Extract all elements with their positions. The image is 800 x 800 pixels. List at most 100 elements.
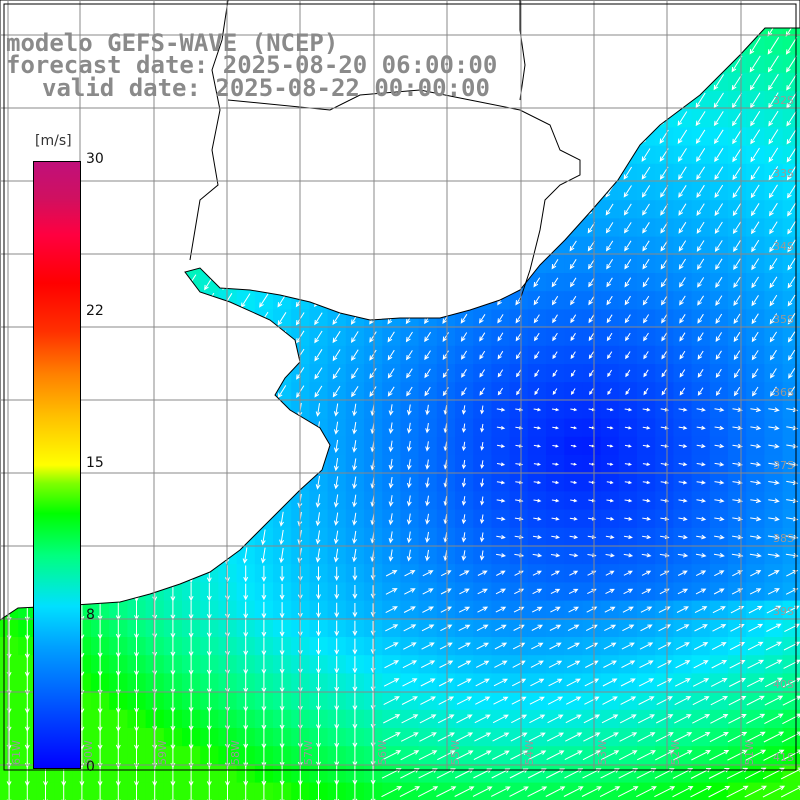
wind-arrow [678,240,687,252]
wind-arrow [678,480,688,485]
wind-arrow [565,732,583,742]
wind-arrow [696,407,706,412]
wind-arrow [425,441,430,452]
wind-arrow [582,750,601,761]
wind-arrow [786,569,799,577]
wind-arrow [750,570,762,577]
wind-arrow [636,786,657,798]
colorbar-unit: [m/s] [35,133,72,149]
wind-arrow [316,620,321,637]
wind-arrow [352,674,358,693]
wind-arrow [496,516,506,521]
wind-arrow [314,385,323,398]
wind-arrow [479,332,486,342]
wind-arrow [655,732,674,742]
wind-arrow [315,530,321,545]
wind-arrow [425,459,430,470]
land-mass [0,0,800,621]
wind-arrow [752,386,759,397]
wind-arrow [607,369,613,378]
wind-arrow [476,624,489,632]
wind-arrow [570,408,578,412]
wind-arrow [459,588,470,595]
wind-arrow [733,295,741,307]
wind-arrow [768,498,780,504]
wind-arrow [787,202,797,217]
wind-arrow [678,258,687,270]
wind-arrow [661,295,668,306]
wind-arrow [495,624,507,631]
wind-arrow [623,203,632,216]
wind-arrow [552,332,558,342]
wind-arrow [715,295,723,306]
wind-arrow [401,696,418,705]
wind-arrow [744,785,767,798]
wind-arrow [439,642,453,650]
wind-arrow [496,480,506,485]
wind-arrow [764,677,783,688]
wind-arrow [334,638,340,655]
wind-arrow [456,714,473,724]
wind-arrow [515,332,522,342]
wind-arrow [749,552,762,558]
wind-arrow [751,239,760,253]
wind-arrow [788,368,796,379]
wind-arrow [748,605,763,614]
wind-arrow [570,332,576,342]
wind-arrow [623,166,633,180]
wind-arrow [679,350,686,360]
wind-arrow [351,386,359,398]
wind-arrow [460,313,468,324]
wind-arrow [421,624,435,632]
wind-arrow [751,350,759,361]
wind-arrow [696,425,706,430]
wind-arrow [678,516,688,521]
wind-arrow [461,423,467,433]
wind-arrow [546,750,565,761]
wind-arrow [440,624,453,632]
wind-arrow [768,516,780,522]
wind-arrow [602,678,618,687]
wind-arrow [750,203,760,217]
wind-arrow [710,713,729,724]
wind-arrow [679,387,686,396]
wind-arrow [712,606,726,614]
wind-arrow [569,516,578,521]
wind-arrow [511,714,528,724]
wind-arrow [425,531,430,544]
wind-arrow [751,295,759,307]
wind-arrow [678,203,687,216]
wind-arrow [479,369,486,378]
wind-arrow [769,239,778,253]
wind-arrow [406,531,412,544]
wind-arrow [606,462,614,466]
wind-arrow [787,257,796,271]
wind-arrow [458,624,471,632]
wind-arrow [479,550,485,561]
longitude-label: 52W [669,740,682,765]
wind-arrow [422,588,434,595]
wind-arrow [492,732,510,742]
wind-arrow [567,642,580,650]
wind-arrow [384,660,400,669]
wind-arrow [424,331,432,343]
wind-arrow [679,369,686,378]
wind-arrow [333,439,339,454]
wind-arrow [405,331,413,343]
wind-arrow [279,655,285,675]
wind-arrow [334,673,340,693]
wind-arrow [714,407,725,412]
wind-arrow [260,547,266,564]
wind-arrow [676,624,690,632]
wind-arrow [693,660,709,669]
wind-arrow [769,386,777,397]
wind-arrow [583,732,601,742]
wind-arrow [259,293,269,308]
wind-arrow [733,331,741,343]
wind-arrow [641,185,651,198]
wind-arrow [733,258,741,271]
wind-arrow [456,696,473,705]
wind-arrow [496,498,506,503]
wind-arrow [733,240,741,253]
wind-arrow [696,462,706,467]
